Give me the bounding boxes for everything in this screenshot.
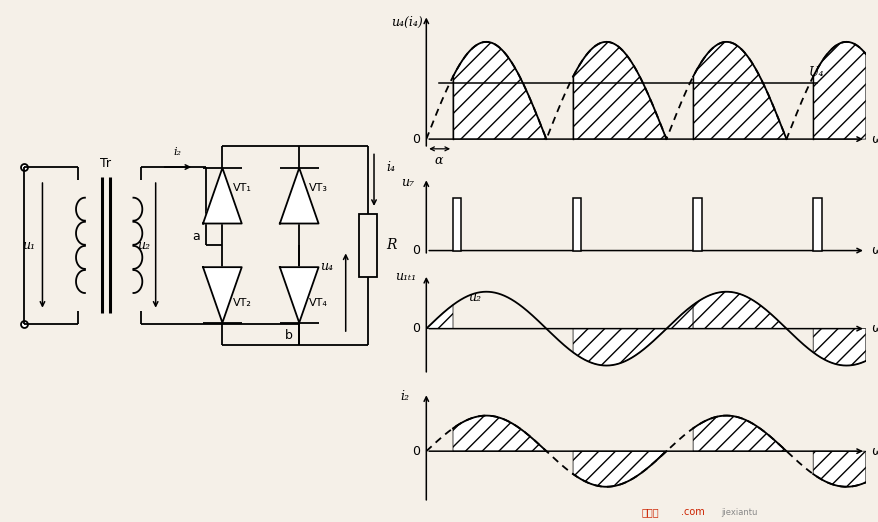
Text: u₂: u₂ xyxy=(468,291,481,304)
Text: R: R xyxy=(385,239,396,252)
Text: ωt: ωt xyxy=(871,244,878,257)
Text: 0: 0 xyxy=(412,133,420,146)
Text: .com: .com xyxy=(680,507,704,517)
Bar xyxy=(358,214,377,277)
Text: Tr: Tr xyxy=(100,157,112,170)
Bar xyxy=(572,198,581,251)
Text: u₂: u₂ xyxy=(137,239,150,252)
Text: ωt: ωt xyxy=(871,133,878,146)
Text: VT₁: VT₁ xyxy=(232,183,251,193)
Text: i₄: i₄ xyxy=(385,161,395,173)
Text: a: a xyxy=(192,230,200,243)
Text: i₂: i₂ xyxy=(174,147,182,157)
Bar xyxy=(693,198,701,251)
Polygon shape xyxy=(279,168,318,223)
Polygon shape xyxy=(279,267,318,323)
Text: u₄(i₄): u₄(i₄) xyxy=(391,16,422,29)
Text: U₄: U₄ xyxy=(808,66,824,79)
Text: u₁ₜ₁: u₁ₜ₁ xyxy=(394,270,415,283)
Bar xyxy=(812,198,821,251)
Polygon shape xyxy=(203,168,241,223)
Text: 0: 0 xyxy=(412,244,420,257)
Text: ωt: ωt xyxy=(871,445,878,458)
Text: ωt: ωt xyxy=(871,322,878,335)
Text: VT₂: VT₂ xyxy=(232,298,251,308)
Text: 0: 0 xyxy=(412,322,420,335)
Polygon shape xyxy=(203,267,241,323)
Bar xyxy=(452,198,461,251)
Text: jiexiantu: jiexiantu xyxy=(720,508,756,517)
Text: u₇: u₇ xyxy=(400,176,414,189)
Text: α: α xyxy=(434,154,442,167)
Text: 接线图: 接线图 xyxy=(641,507,658,517)
Text: VT₃: VT₃ xyxy=(309,183,328,193)
Text: 0: 0 xyxy=(412,445,420,458)
Text: u₁: u₁ xyxy=(23,239,36,252)
Text: i₂: i₂ xyxy=(400,389,409,402)
Text: VT₄: VT₄ xyxy=(309,298,327,308)
Text: u₄: u₄ xyxy=(320,260,334,272)
Text: b: b xyxy=(285,329,293,342)
